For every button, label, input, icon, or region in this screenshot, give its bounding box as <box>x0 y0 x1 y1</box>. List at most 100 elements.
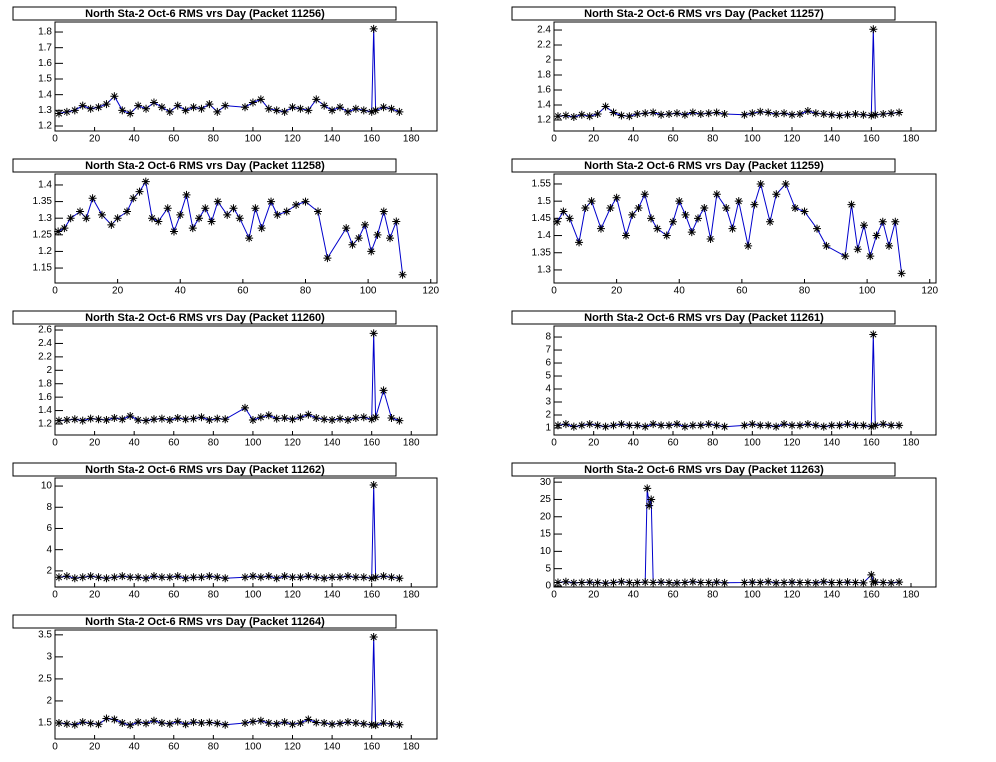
point-marker <box>126 411 135 420</box>
point-marker <box>148 214 157 223</box>
x-tick-label: 160 <box>363 134 380 145</box>
point-marker <box>264 411 273 420</box>
point-marker <box>351 413 360 422</box>
point-marker <box>633 421 642 430</box>
point-marker <box>565 214 574 223</box>
point-marker <box>895 421 904 430</box>
x-tick-label: 160 <box>363 438 380 449</box>
point-marker <box>866 252 875 261</box>
point-marker <box>700 204 709 213</box>
point-marker <box>887 109 896 118</box>
x-tick-label: 80 <box>707 438 719 449</box>
x-tick-label: 120 <box>921 286 938 297</box>
point-marker <box>118 415 127 424</box>
point-marker <box>895 578 904 587</box>
x-tick-label: 120 <box>284 134 301 145</box>
panel: North Sta-2 Oct-6 RMS vrs Day (Packet 11… <box>511 158 939 297</box>
point-marker <box>585 420 594 429</box>
point-marker <box>134 101 143 110</box>
point-marker <box>813 224 822 233</box>
point-marker <box>62 719 71 728</box>
point-marker <box>675 197 684 206</box>
x-tick-label: 120 <box>784 134 801 145</box>
x-tick-label: 80 <box>208 438 220 449</box>
point-marker <box>720 109 729 118</box>
point-marker <box>649 578 658 587</box>
point-marker <box>78 416 87 425</box>
point-marker <box>205 718 214 727</box>
point-marker <box>351 104 360 113</box>
y-tick-label: 1.4 <box>38 405 52 416</box>
x-tick-label: 100 <box>360 286 377 297</box>
point-marker <box>688 577 697 586</box>
point-marker <box>320 415 329 424</box>
point-marker <box>748 420 757 429</box>
point-marker <box>843 110 852 119</box>
point-marker <box>593 421 602 430</box>
panel: North Sta-2 Oct-6 RMS vrs Day (Packet 11… <box>511 462 937 601</box>
point-marker <box>387 573 396 582</box>
point-marker <box>343 107 352 116</box>
y-tick-label: 1.2 <box>38 246 52 257</box>
x-tick-label: 0 <box>551 134 557 145</box>
point-marker <box>102 415 111 424</box>
y-tick-label: 1.35 <box>532 247 552 258</box>
point-marker <box>142 719 151 728</box>
point-marker <box>895 108 904 117</box>
y-tick-label: 10 <box>540 546 552 557</box>
point-marker <box>601 579 610 588</box>
x-tick-label: 80 <box>208 134 220 145</box>
y-tick-label: 1.7 <box>38 42 52 53</box>
point-marker <box>593 109 602 118</box>
point-marker <box>871 110 880 119</box>
x-tick-label: 40 <box>628 590 640 601</box>
point-marker <box>887 421 896 430</box>
point-marker <box>110 573 119 582</box>
point-marker <box>296 413 305 422</box>
y-tick-label: 2.4 <box>537 25 551 36</box>
y-tick-label: 2 <box>545 410 551 421</box>
point-marker <box>665 421 674 430</box>
point-marker <box>78 718 87 727</box>
point-marker <box>859 578 868 587</box>
point-marker <box>54 109 63 118</box>
x-tick-label: 40 <box>175 286 187 297</box>
point-marker <box>181 574 190 583</box>
point-marker <box>257 224 266 233</box>
point-marker <box>871 578 880 587</box>
point-marker <box>569 422 578 431</box>
point-marker <box>129 194 138 203</box>
point-marker <box>248 98 257 107</box>
point-marker <box>575 238 584 247</box>
point-marker <box>62 415 71 424</box>
point-marker <box>157 414 166 423</box>
y-tick-label: 2.2 <box>537 40 551 51</box>
y-tick-label: 1.4 <box>537 230 551 241</box>
point-marker <box>282 207 291 216</box>
x-tick-label: 0 <box>551 286 557 297</box>
point-marker <box>181 106 190 115</box>
point-marker <box>720 578 729 587</box>
point-marker <box>587 197 596 206</box>
title-box <box>12 6 397 21</box>
point-marker <box>811 109 820 118</box>
point-marker <box>379 103 388 112</box>
x-tick-label: 60 <box>736 286 748 297</box>
point-marker <box>897 269 906 278</box>
point-marker <box>221 574 230 583</box>
chart-title: North Sta-2 Oct-6 RMS vrs Day (Packet 11… <box>584 160 824 172</box>
y-tick-label: 4 <box>545 384 551 395</box>
x-tick-label: 120 <box>284 438 301 449</box>
point-marker <box>149 98 158 107</box>
point-marker <box>134 573 143 582</box>
point-marker <box>740 421 749 430</box>
point-marker <box>811 578 820 587</box>
x-tick-label: 60 <box>667 590 679 601</box>
point-marker <box>157 103 166 112</box>
point-marker <box>772 190 781 199</box>
point-marker <box>851 578 860 587</box>
title-box <box>12 158 397 173</box>
x-tick-label: 60 <box>237 286 249 297</box>
point-marker <box>645 501 654 510</box>
y-tick-label: 4 <box>46 544 52 555</box>
